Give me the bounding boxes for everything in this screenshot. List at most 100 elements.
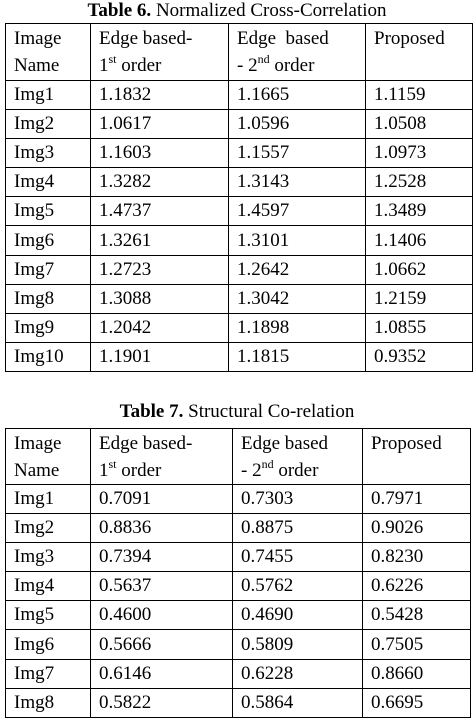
row-label: Img7 (5, 658, 91, 689)
header-cell: Proposed (365, 23, 473, 81)
data-row: Img8 0.5822 0.5864 0.6695 (5, 687, 471, 718)
cell: 1.3282 (90, 167, 229, 198)
row-label: Img3 (5, 542, 91, 573)
cell: 1.0973 (365, 138, 473, 169)
cell: 1.1898 (228, 312, 366, 343)
cell: 1.2528 (365, 167, 473, 198)
cell: 0.6226 (362, 571, 471, 602)
cell: 0.7091 (90, 483, 233, 515)
header-text: Edge based- (99, 433, 193, 454)
header-cell: Proposed (362, 428, 471, 485)
cell: 0.7971 (362, 483, 471, 515)
cell: 0.6228 (232, 658, 363, 689)
header-line: - 2nd order (241, 457, 362, 484)
data-row: Img4 1.3282 1.3143 1.2528 (5, 167, 473, 198)
cell: 0.5864 (232, 687, 363, 718)
row-label: Img1 (5, 483, 91, 515)
header-line: Name (14, 457, 90, 484)
header-line: Edge based (241, 430, 362, 457)
superscript: nd (261, 457, 274, 471)
cell: 0.5809 (232, 629, 363, 660)
cell: 0.9352 (365, 341, 473, 372)
data-row: Img3 0.7394 0.7455 0.8230 (5, 542, 471, 573)
header-text: Proposed (371, 433, 442, 454)
cell: 0.5666 (90, 629, 233, 660)
header-cell: Edge based- 1st order (90, 23, 229, 81)
header-text: order (116, 460, 162, 481)
data-row: Img6 1.3261 1.3101 1.1406 (5, 225, 473, 256)
header-line: Edge based- (99, 25, 228, 52)
data-row: Img10 1.1901 1.1815 0.9352 (5, 341, 473, 372)
cell: 0.5637 (90, 571, 233, 602)
header-line: Image (14, 430, 90, 457)
data-row: Img5 0.4600 0.4690 0.5428 (5, 600, 471, 631)
cell: 0.8875 (232, 513, 363, 544)
cell: 1.0508 (365, 109, 473, 140)
header-line: - 2nd order (237, 52, 365, 79)
cell: 1.1815 (228, 341, 366, 372)
cell: 1.0662 (365, 254, 473, 285)
superscript: st (108, 457, 117, 471)
row-label: Img5 (5, 600, 91, 631)
cell: 1.0617 (90, 109, 229, 140)
header-line: Proposed (374, 25, 472, 52)
data-row: Img1 0.7091 0.7303 0.7971 (5, 483, 471, 515)
cell: 0.5762 (232, 571, 363, 602)
cell: 1.1159 (365, 79, 473, 111)
cell: 1.1832 (90, 79, 229, 111)
header-line: Image (14, 25, 90, 52)
table-title: Table 6. Normalized Cross-Correlation (0, 0, 474, 22)
header-text: Image (14, 433, 62, 454)
header-text: Edge based (237, 28, 329, 49)
row-label: Img2 (5, 513, 91, 544)
header-text: Edge based- (99, 28, 193, 49)
row-label: Img8 (5, 687, 91, 718)
row-label: Img4 (5, 571, 91, 602)
cell: 1.3088 (90, 283, 229, 314)
table-label: Table 7. (119, 401, 184, 422)
header-text: - 2 (237, 55, 258, 76)
header-text: 1 (99, 460, 109, 481)
cell: 1.0855 (365, 312, 473, 343)
row-label: Img7 (5, 254, 91, 285)
header-cell: Edge based- 1st order (90, 428, 233, 485)
cell: 1.1557 (228, 138, 366, 169)
data-row: Img6 0.5666 0.5809 0.7505 (5, 629, 471, 660)
row-label: Img1 (5, 79, 91, 111)
cell: 1.1901 (90, 341, 229, 372)
cell: 0.7455 (232, 542, 363, 573)
cell: 1.3489 (365, 196, 473, 227)
header-line: Edge based (237, 25, 365, 52)
row-label: Img3 (5, 138, 91, 169)
cell: 0.7505 (362, 629, 471, 660)
header-text: Name (14, 460, 60, 481)
cell: 0.4690 (232, 600, 363, 631)
cell: 1.2642 (228, 254, 366, 285)
cell: 0.7394 (90, 542, 233, 573)
cell: 1.3261 (90, 225, 229, 256)
header-row: Image Name Edge based- 1st order Edge based -… (5, 23, 473, 81)
row-label: Img6 (5, 629, 91, 660)
data-row: Img2 0.8836 0.8875 0.9026 (5, 513, 471, 544)
cell: 1.4597 (228, 196, 366, 227)
cell: 1.2723 (90, 254, 229, 285)
row-label: Img8 (5, 283, 91, 314)
cell: 0.6146 (90, 658, 233, 689)
header-line: Edge based- (99, 430, 232, 457)
row-label: Img4 (5, 167, 91, 198)
cell: 0.4600 (90, 600, 233, 631)
table-caption: Normalized Cross-Correlation (151, 0, 387, 21)
table-label: Table 6. (87, 0, 152, 21)
data-row: Img5 1.4737 1.4597 1.3489 (5, 196, 473, 227)
data-row: Img3 1.1603 1.1557 1.0973 (5, 138, 473, 169)
row-label: Img9 (5, 312, 91, 343)
cell: 0.8836 (90, 513, 233, 544)
cell: 0.5428 (362, 600, 471, 631)
row-label: Img5 (5, 196, 91, 227)
header-cell: Edge based - 2nd order (228, 23, 366, 81)
cell: 0.9026 (362, 513, 471, 544)
header-text: Edge based (241, 433, 329, 454)
cell: 1.2042 (90, 312, 229, 343)
table-caption: Structural Co-relation (183, 401, 355, 422)
